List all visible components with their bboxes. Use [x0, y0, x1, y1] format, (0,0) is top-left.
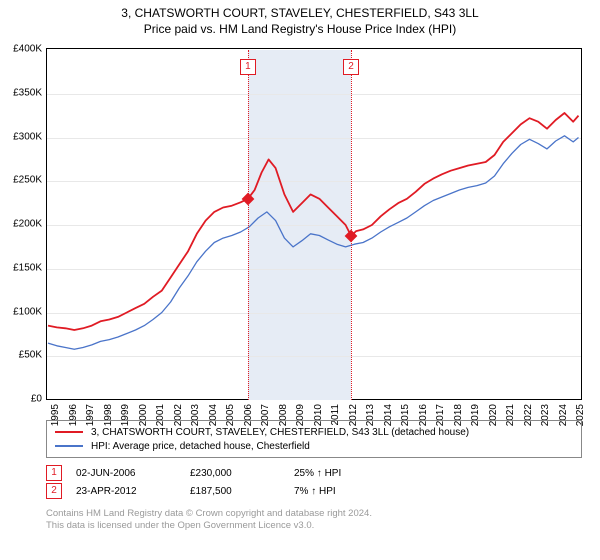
legend: 3, CHATSWORTH COURT, STAVELEY, CHESTERFI… — [46, 420, 582, 458]
legend-item: HPI: Average price, detached house, Ches… — [55, 439, 573, 453]
transactions-table: 1 02-JUN-2006 £230,000 25% ↑ HPI 2 23-AP… — [46, 464, 582, 500]
legend-item: 3, CHATSWORTH COURT, STAVELEY, CHESTERFI… — [55, 425, 573, 439]
y-axis-label: £350K — [2, 87, 42, 98]
plot-region: 12 — [46, 48, 582, 400]
transaction-number-box: 2 — [46, 483, 62, 499]
transaction-delta: 7% ↑ HPI — [294, 486, 384, 497]
footer-line: Contains HM Land Registry data © Crown c… — [46, 508, 582, 520]
y-axis-label: £150K — [2, 262, 42, 273]
series-line — [48, 113, 579, 330]
y-axis-label: £100K — [2, 306, 42, 317]
marker-number-box: 2 — [343, 59, 359, 75]
chart-container: 3, CHATSWORTH COURT, STAVELEY, CHESTERFI… — [0, 0, 600, 560]
table-row: 2 23-APR-2012 £187,500 7% ↑ HPI — [46, 482, 582, 500]
y-axis-label: £400K — [2, 44, 42, 55]
legend-swatch — [55, 445, 83, 447]
y-axis-label: £50K — [2, 350, 42, 361]
legend-label: 3, CHATSWORTH COURT, STAVELEY, CHESTERFI… — [91, 427, 469, 438]
y-axis-label: £200K — [2, 219, 42, 230]
chart-title-subtitle: Price paid vs. HM Land Registry's House … — [0, 22, 600, 36]
y-axis-label: £250K — [2, 175, 42, 186]
marker-vertical-line — [351, 50, 352, 400]
marker-vertical-line — [248, 50, 249, 400]
footer-line: This data is licensed under the Open Gov… — [46, 520, 582, 532]
transaction-price: £230,000 — [190, 468, 280, 479]
transaction-delta: 25% ↑ HPI — [294, 468, 384, 479]
chart-title-address: 3, CHATSWORTH COURT, STAVELEY, CHESTERFI… — [0, 6, 600, 20]
series-line — [48, 136, 579, 349]
legend-swatch — [55, 431, 83, 433]
chart-svg — [47, 49, 583, 401]
y-axis-label: £300K — [2, 131, 42, 142]
legend-label: HPI: Average price, detached house, Ches… — [91, 441, 310, 452]
transaction-number-box: 1 — [46, 465, 62, 481]
transaction-date: 02-JUN-2006 — [76, 468, 176, 479]
y-axis-label: £0 — [2, 394, 42, 405]
chart-titles: 3, CHATSWORTH COURT, STAVELEY, CHESTERFI… — [0, 0, 600, 36]
marker-number-box: 1 — [240, 59, 256, 75]
chart-area: 12 £0£50K£100K£150K£200K£250K£300K£350K£… — [46, 48, 582, 400]
footer-attribution: Contains HM Land Registry data © Crown c… — [46, 508, 582, 533]
table-row: 1 02-JUN-2006 £230,000 25% ↑ HPI — [46, 464, 582, 482]
transaction-date: 23-APR-2012 — [76, 486, 176, 497]
transaction-price: £187,500 — [190, 486, 280, 497]
